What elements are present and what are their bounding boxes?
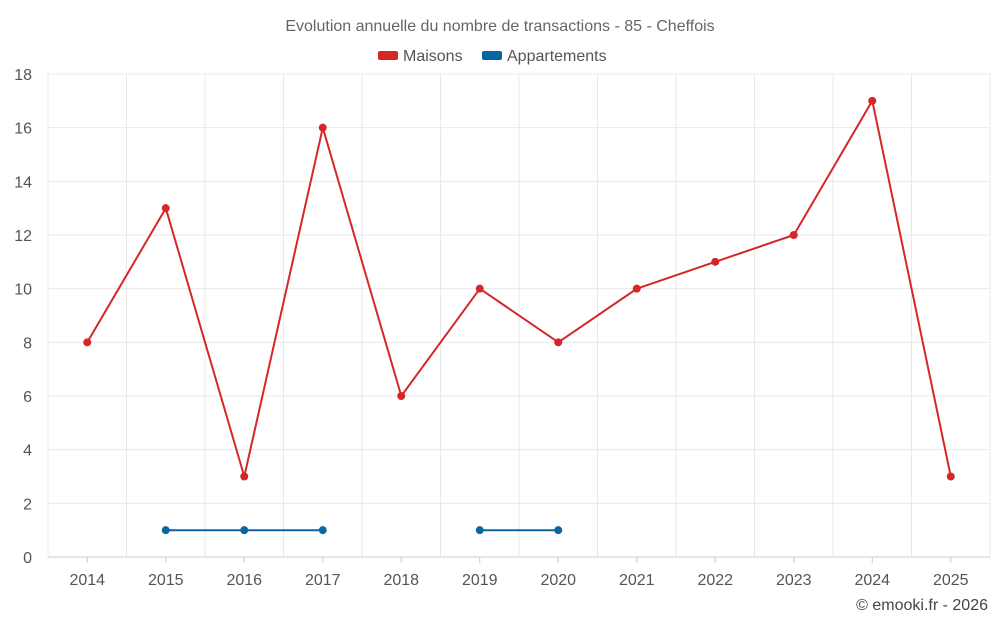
data-point-appartements-2017 (318, 526, 327, 535)
y-tick-label-2: 2 (23, 496, 32, 513)
y-tick-label-16: 16 (14, 121, 32, 138)
x-tick-label-2017: 2017 (305, 572, 341, 589)
data-point-appartements-2016 (240, 526, 249, 535)
legend-label-appartements: Appartements (507, 48, 607, 65)
legend: Maisons Appartements (378, 48, 607, 65)
data-point-maisons-2014 (83, 338, 92, 347)
x-tick-label-2025: 2025 (933, 572, 969, 589)
x-tick-label-2024: 2024 (854, 572, 890, 589)
data-point-maisons-2023 (789, 231, 798, 239)
y-tick-label-14: 14 (14, 174, 32, 191)
data-point-maisons-2018 (397, 392, 406, 400)
chart-title: Evolution annuelle du nombre de transact… (285, 18, 714, 35)
x-tick-label-2020: 2020 (540, 572, 576, 589)
y-tick-label-18: 18 (14, 67, 32, 84)
y-tick-label-4: 4 (23, 443, 32, 460)
y-axis-ticks: 0 2 4 6 8 10 12 14 16 18 (14, 67, 32, 567)
x-axis-ticks: 2014 2015 2016 2017 2018 2019 2020 2021 2022 2023… (69, 557, 969, 589)
data-point-appartements-2019 (475, 526, 484, 535)
x-tick-label-2015: 2015 (148, 572, 184, 589)
data-point-appartements-2020 (554, 526, 563, 535)
data-point-maisons-2021 (632, 284, 641, 293)
x-tick-label-2022: 2022 (697, 572, 733, 589)
legend-item-appartements[interactable]: Appartements (482, 48, 607, 65)
x-tick-label-2021: 2021 (619, 572, 655, 589)
y-tick-label-8: 8 (23, 335, 32, 352)
x-tick-label-2023: 2023 (776, 572, 812, 589)
data-point-maisons-2025 (946, 472, 955, 481)
credit-text: © emooki.fr - 2026 (856, 597, 988, 614)
legend-label-maisons: Maisons (403, 48, 463, 65)
data-point-maisons-2024 (868, 96, 877, 105)
x-tick-label-2018: 2018 (383, 572, 419, 589)
legend-item-maisons[interactable]: Maisons (378, 48, 463, 65)
data-point-appartements-2015 (161, 526, 170, 535)
x-tick-label-2016: 2016 (226, 572, 262, 589)
legend-swatch-appartements (482, 51, 502, 60)
data-point-maisons-2020 (554, 338, 563, 347)
data-point-maisons-2015 (161, 204, 170, 213)
data-point-maisons-2019 (475, 284, 484, 293)
series-line-maisons (86, 99, 952, 478)
data-point-maisons-2017 (318, 123, 327, 132)
x-tick-label-2019: 2019 (462, 572, 498, 589)
y-tick-label-6: 6 (23, 389, 32, 406)
data-point-maisons-2022 (711, 257, 720, 266)
x-tick-label-2014: 2014 (69, 572, 105, 589)
data-point-maisons-2016 (240, 472, 249, 481)
y-tick-label-12: 12 (14, 228, 32, 245)
series-maisons (83, 96, 955, 481)
series-layer (83, 96, 955, 535)
y-tick-label-10: 10 (14, 282, 32, 299)
series-appartements (161, 526, 563, 535)
legend-swatch-maisons (378, 51, 398, 60)
y-tick-label-0: 0 (23, 550, 32, 567)
